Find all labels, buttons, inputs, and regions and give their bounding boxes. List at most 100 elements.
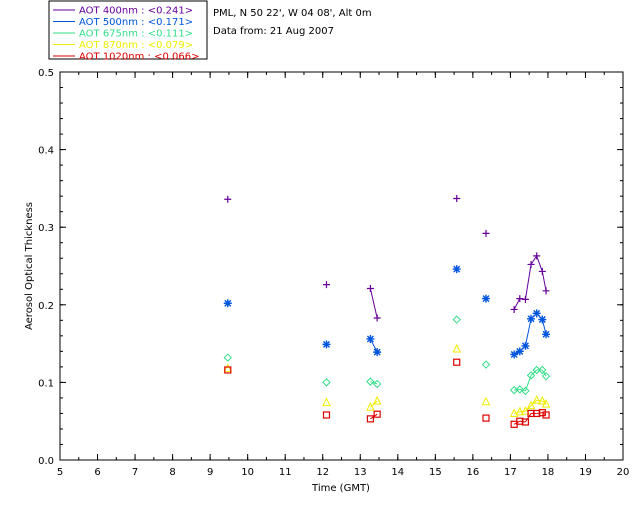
data-point	[481, 360, 491, 369]
y-tick-label: 0.3	[38, 223, 54, 234]
series-2	[223, 265, 551, 359]
data-point	[373, 410, 381, 418]
x-tick-label: 12	[316, 467, 329, 478]
series-line	[524, 318, 532, 347]
series-line	[530, 255, 538, 265]
series-line	[524, 413, 532, 423]
data-point	[452, 265, 461, 274]
x-tick-label: 20	[617, 467, 630, 478]
x-tick-label: 14	[391, 467, 404, 478]
y-tick-label: 0.0	[38, 456, 54, 467]
data-point	[532, 365, 541, 375]
series-5	[224, 358, 550, 428]
data-point	[322, 378, 331, 387]
y-tick-label: 0.2	[38, 301, 54, 312]
data-point	[532, 309, 541, 318]
series-line	[369, 338, 378, 353]
data-point	[372, 395, 382, 405]
data-point	[482, 229, 490, 237]
series-line	[536, 399, 543, 402]
x-tick-label: 13	[354, 467, 367, 478]
series-line	[536, 255, 543, 272]
legend-frame	[48, 0, 208, 60]
x-tick-label: 16	[466, 467, 479, 478]
data-point	[453, 358, 461, 366]
data-point	[510, 305, 518, 313]
data-point	[541, 371, 551, 381]
data-point	[521, 295, 529, 303]
data-point	[509, 408, 519, 417]
y-tick-label: 0.1	[38, 378, 54, 389]
data-point	[521, 386, 530, 396]
series-line	[541, 271, 547, 291]
data-point	[452, 315, 461, 324]
x-tick-label: 7	[132, 467, 138, 478]
data-point	[482, 414, 490, 422]
series-layer	[223, 194, 551, 428]
data-point	[527, 260, 535, 268]
data-point	[537, 395, 547, 405]
legend-entry: AOT 1020nm : <0.066>	[79, 52, 199, 63]
data-point	[521, 418, 530, 426]
series-line	[541, 369, 547, 377]
x-tick-label: 9	[207, 467, 213, 478]
data-point	[224, 366, 232, 374]
data-point	[521, 405, 530, 415]
plot-area	[59, 71, 624, 461]
data-point	[532, 395, 541, 404]
data-point	[538, 365, 547, 375]
series-line	[369, 288, 378, 319]
data-point	[515, 347, 524, 356]
data-point	[542, 330, 551, 339]
legend-entry: AOT 675nm : <0.111>	[79, 29, 193, 40]
data-point	[481, 396, 491, 406]
x-tick-label: 6	[94, 467, 100, 478]
data-point	[510, 350, 519, 359]
data-point	[373, 348, 382, 357]
series-line	[519, 410, 526, 413]
date-text: Data from: 21 Aug 2007	[213, 26, 334, 37]
x-tick-label: 17	[504, 467, 517, 478]
data-point	[541, 399, 551, 408]
x-tick-label: 19	[579, 467, 592, 478]
data-point	[366, 402, 375, 411]
x-tick-label: 11	[279, 467, 292, 478]
data-point	[322, 411, 331, 419]
series-line	[513, 298, 521, 310]
location-text: PML, N 50 22', W 04 08', Alt 0m	[213, 8, 372, 19]
data-point	[527, 314, 536, 323]
data-point	[526, 400, 536, 410]
series-line	[524, 264, 532, 300]
data-point	[366, 415, 375, 423]
series-4	[223, 343, 551, 417]
data-point	[366, 285, 374, 293]
data-point	[452, 343, 462, 353]
x-tick-label: 15	[429, 467, 442, 478]
y-tick-label: 0.5	[38, 68, 54, 79]
data-point	[515, 385, 524, 394]
data-point	[322, 281, 330, 289]
legend-entry: AOT 870nm : <0.079>	[79, 40, 193, 51]
x-tick-label: 5	[57, 467, 63, 478]
legend: AOT 400nm : <0.241>AOT 500nm : <0.171>AO…	[48, 0, 208, 63]
data-point	[482, 294, 491, 303]
series-3	[223, 315, 551, 396]
y-axis-title: Aerosol Optical Thickness	[24, 202, 35, 330]
data-point	[542, 411, 550, 419]
axes: 5 6 7 8 9 10 11 12 13 14 15 16 17 18 19 20 0.0 0.1 0.2 0.3 0…	[38, 68, 629, 478]
data-point	[538, 267, 546, 275]
y-tick-label: 0.4	[38, 146, 54, 157]
data-point	[526, 371, 536, 380]
data-point	[372, 379, 382, 389]
data-point	[533, 252, 541, 260]
data-point	[373, 314, 381, 322]
series-1	[224, 194, 550, 322]
data-point	[366, 377, 375, 386]
data-point	[542, 287, 550, 295]
x-tick-label: 10	[241, 467, 254, 478]
legend-entry: AOT 400nm : <0.241>	[79, 6, 193, 17]
data-point	[322, 340, 331, 349]
data-point	[521, 341, 530, 350]
x-axis-title: Time (GMT)	[311, 483, 370, 494]
